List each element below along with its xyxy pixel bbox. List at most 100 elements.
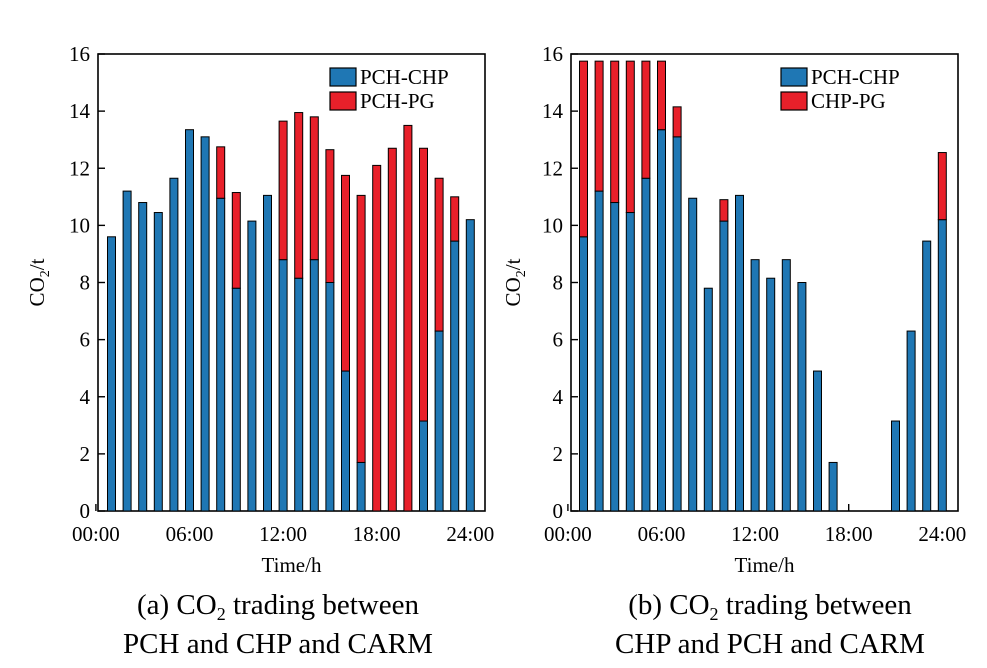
legend-swatch-chp-pg [780,91,808,111]
bar-pch-chp-h5 [169,177,179,512]
bar-pch-chp-h13 [294,277,304,512]
bar-pch-chp-h5 [641,177,651,512]
legend-label-pch-chp: PCH-CHP [360,65,449,89]
bar-pch-chp-h6 [657,129,666,512]
y-axis-label-subscript: 2 [514,270,529,277]
x-tick-label: 06:00 [166,522,214,546]
bar-pch-chp-h23 [450,240,460,512]
bar-pch-chp-h1 [579,236,588,512]
bar-pch-pg-h9 [231,192,241,289]
caption-line-1: (b) CO2 trading between [628,589,912,624]
y-tick-label: 0 [80,499,91,523]
bar-pch-chp-h9 [231,287,241,512]
bar-pch-chp-h21 [891,420,900,512]
bar-pch-chp-h2 [594,190,604,512]
y-tick-label: 6 [80,328,91,352]
bar-pch-pg-h22 [434,177,444,332]
y-axis-label: CO2/t [501,258,529,306]
bar-pch-chp-h3 [138,202,148,512]
caption-suffix: trading between [226,589,420,621]
x-tick-label: 18:00 [353,522,401,546]
caption-prefix: (a) CO [137,589,217,621]
bar-pch-pg-h20 [403,124,413,512]
bar-chp-pg-h2 [594,60,604,192]
bar-chp-pg-h1 [579,60,588,238]
y-axis-label-prefix: CO [25,277,49,306]
bar-pch-chp-h15 [797,282,807,512]
bar-pch-chp-h24 [937,219,947,512]
y-tick-label: 10 [69,213,90,237]
y-tick-label: 10 [542,213,563,237]
legend-swatch-pch-chp [329,67,357,87]
bar-pch-chp-h23 [922,240,932,512]
caption-line-2: CHP and PCH and CARM [615,628,925,660]
bar-pch-chp-h14 [309,259,319,512]
y-tick-label: 14 [542,99,564,123]
y-axis-label: CO2/t [25,258,53,306]
bar-pch-pg-h21 [419,147,428,422]
bar-pch-chp-h7 [672,136,682,512]
y-tick-label: 16 [542,42,563,66]
x-axis-label: Time/h [262,553,322,577]
bar-pch-pg-h13 [294,112,304,279]
caption-subscript: 2 [217,604,226,624]
bar-pch-chp-h22 [434,330,444,512]
bar-pch-chp-h4 [153,212,163,512]
x-tick-label: 18:00 [825,522,873,546]
bar-pch-chp-h7 [200,136,210,512]
bar-chp-pg-h3 [610,60,620,204]
y-tick-label: 16 [69,42,90,66]
chart-a: 0 2 4 6 8 10 12 14 16 00:00 06:00 12:00 18:00 24:00 PC… [25,42,494,660]
y-tick-label: 14 [69,99,91,123]
x-tick-label: 12:00 [259,522,307,546]
y-axis-label-prefix: CO [501,277,525,306]
y-tick-label: 2 [80,442,91,466]
bar-pch-chp-h21 [419,420,428,512]
bar-chp-pg-h6 [657,60,666,131]
bar-pch-chp-h8 [216,197,226,512]
y-axis-label-suffix: /t [25,258,49,270]
x-tick-label: 12:00 [731,522,779,546]
bar-pch-chp-h10 [247,220,257,512]
bar-pch-pg-h14 [309,116,319,261]
y-tick-label: 8 [80,271,91,295]
bar-pch-chp-h16 [813,370,822,512]
bar-chp-pg-h10 [719,199,729,222]
bar-pch-chp-h6 [185,129,194,512]
caption-suffix: trading between [719,589,913,621]
bar-chp-pg-h7 [672,106,682,138]
y-tick-label: 4 [80,385,91,409]
caption-line-2: PCH and CHP and CARM [123,628,433,660]
legend-swatch-pch-chp [780,67,808,87]
bar-chp-pg-h24 [937,152,947,221]
bar-pch-chp-h16 [341,370,350,512]
x-tick-label: 06:00 [638,522,686,546]
x-tick-label: 24:00 [446,522,494,546]
legend-label-pch-chp: PCH-CHP [811,65,900,89]
y-tick-label: 12 [542,156,563,180]
bar-pch-chp-h8 [688,197,698,512]
bar-pch-chp-h12 [750,259,760,512]
bar-pch-chp-h24 [465,219,475,512]
bar-chp-pg-h4 [625,60,635,214]
bar-pch-chp-h17 [356,461,366,512]
legend-label-pch-pg: PCH-PG [360,89,435,113]
y-axis-label-suffix: /t [501,258,525,270]
bar-pch-chp-h12 [278,259,288,512]
caption-line-1: (a) CO2 trading between [137,589,419,624]
bar-pch-chp-h9 [703,287,713,512]
bar-pch-pg-h17 [356,194,366,463]
bar-pch-chp-h2 [122,190,132,512]
y-tick-label: 8 [553,271,564,295]
bar-pch-pg-h23 [450,196,460,242]
y-tick-label: 6 [553,328,564,352]
y-tick-label: 4 [553,385,564,409]
bar-pch-pg-h12 [278,120,288,261]
bar-pch-chp-h14 [781,259,791,512]
y-axis-label-subscript: 2 [38,270,53,277]
y-tick-label: 12 [69,156,90,180]
bar-pch-pg-h19 [387,147,397,512]
bar-pch-chp-h11 [263,194,272,512]
bar-pch-chp-h10 [719,220,729,512]
